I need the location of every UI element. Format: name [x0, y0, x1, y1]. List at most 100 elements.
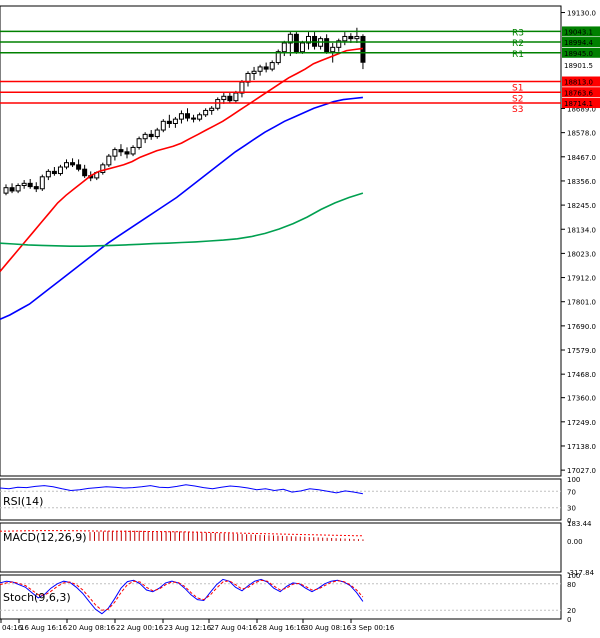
price-y-tick-label: 18245.0: [567, 202, 596, 210]
x-tick-label: 28 Aug 16:16: [258, 624, 306, 632]
rsi-y-tick-label: 0: [567, 517, 571, 525]
candle-body: [330, 46, 336, 53]
price-y-tick-label: 17249.0: [567, 419, 596, 427]
pivot-level-name: S3: [512, 105, 523, 115]
candle-body: [130, 146, 136, 155]
macd-signal-line: [0, 530, 363, 537]
candle-body: [57, 166, 63, 175]
pivot-level-name: S2: [512, 94, 523, 104]
candle-body: [293, 33, 299, 53]
candle-body: [15, 185, 21, 192]
candle-body: [82, 168, 88, 177]
candle-body: [51, 170, 57, 175]
pivot-level-name: S1: [512, 84, 523, 94]
pivot-price-tag: [562, 37, 600, 48]
candle-body: [27, 182, 33, 188]
candle-body: [70, 162, 76, 166]
pivot-price-tag: [562, 26, 600, 37]
pivot-price-label: 19043.1: [564, 28, 593, 36]
candle-body: [299, 42, 305, 53]
rsi-title: RSI(14): [3, 495, 43, 508]
price-y-tick-label: 17468.0: [567, 371, 596, 379]
price-y-tick-label: 17912.0: [567, 275, 596, 283]
candle-body: [203, 109, 209, 116]
candle-body: [106, 155, 112, 166]
candle-body: [227, 95, 233, 102]
candle-body: [33, 186, 39, 190]
candle-body: [64, 162, 69, 168]
price-y-tick-label: 17138.0: [567, 443, 596, 451]
moving-average-line: [0, 192, 364, 247]
pivot-level-name: R1: [512, 50, 524, 60]
stoch-d-line: [0, 579, 364, 611]
rsi-line: [0, 484, 363, 495]
pivot-price-tag: [562, 98, 600, 109]
candle-body: [124, 151, 130, 155]
pivot-level-name: R3: [512, 28, 524, 38]
candle-body: [118, 149, 124, 153]
moving-average-line: [0, 96, 363, 321]
candle-body: [269, 62, 275, 70]
candle-body: [185, 113, 190, 119]
pivot-level-name: R2: [512, 39, 524, 49]
price-y-tick-label: 18023.0: [567, 250, 596, 258]
pivot-price-label: 18945.0: [564, 50, 593, 58]
rsi-y-tick-label: 30: [567, 505, 576, 513]
pivot-price-label: 18763.6: [564, 89, 593, 97]
x-tick-label: 3 Sep 00:16: [352, 624, 395, 632]
x-tick-label: 16 Aug 16:16: [20, 624, 68, 632]
candle-body: [221, 95, 227, 101]
candle-body: [45, 170, 51, 178]
stoch-title: Stoch(9,6,3): [3, 591, 71, 604]
candle-body: [160, 120, 166, 131]
candle-body: [136, 138, 142, 148]
candle-body: [263, 66, 269, 70]
stoch-y-tick-label: 100: [567, 572, 580, 580]
macd-y-tick-label: 183.44: [567, 520, 592, 528]
candle-body: [281, 42, 287, 53]
price-y-tick-label: 18689.0: [567, 105, 596, 113]
candle-body: [257, 66, 263, 72]
x-tick-label: 22 Aug 00:16: [116, 624, 164, 632]
candle-body: [21, 182, 27, 187]
candle-body: [100, 164, 106, 173]
price-y-tick-label: 17801.0: [567, 299, 596, 307]
current-price-label: 18901.5: [564, 62, 593, 70]
pivot-price-label: 18813.0: [564, 79, 593, 87]
macd-title: MACD(12,26,9): [3, 531, 87, 544]
candle-body: [3, 187, 9, 194]
candle-body: [76, 164, 82, 170]
price-y-tick-label: 17690.0: [567, 323, 596, 331]
candle-body: [354, 35, 360, 40]
price-y-tick-label: 18578.0: [567, 130, 596, 138]
candle-body: [197, 114, 203, 120]
candle-body: [9, 187, 15, 192]
pivot-price-label: 18714.1: [564, 100, 593, 108]
candle-body: [306, 35, 311, 44]
price-y-tick-label: 17360.0: [567, 395, 596, 403]
x-tick-label: 23 Aug 12:16: [164, 624, 212, 632]
moving-average-line: [0, 47, 364, 273]
candle-body: [251, 70, 257, 74]
macd-y-tick-label: -317.84: [567, 569, 595, 577]
stoch-y-tick-label: 0: [567, 616, 571, 624]
candle-body: [209, 107, 215, 111]
candle-body: [239, 81, 245, 94]
candle-body: [336, 40, 342, 48]
x-tick-label: 27 Aug 04:16: [210, 624, 258, 632]
price-y-tick-label: 18134.0: [567, 226, 596, 234]
x-tick-label: 04:16: [2, 624, 23, 632]
stoch-panel-frame: [0, 574, 562, 620]
stoch-y-tick-label: 20: [567, 607, 576, 615]
x-tick-label: 20 Aug 08:16: [68, 624, 116, 632]
pivot-price-label: 18994.4: [564, 39, 593, 47]
price-y-tick-label: 18356.0: [567, 178, 596, 186]
price-y-tick-label: 18467.0: [567, 154, 596, 162]
candle-body: [233, 92, 239, 102]
stoch-y-tick-label: 80: [567, 581, 576, 589]
price-y-tick-label: 19130.0: [567, 10, 596, 18]
candle-body: [324, 38, 330, 53]
current-price-tag: [562, 60, 600, 71]
